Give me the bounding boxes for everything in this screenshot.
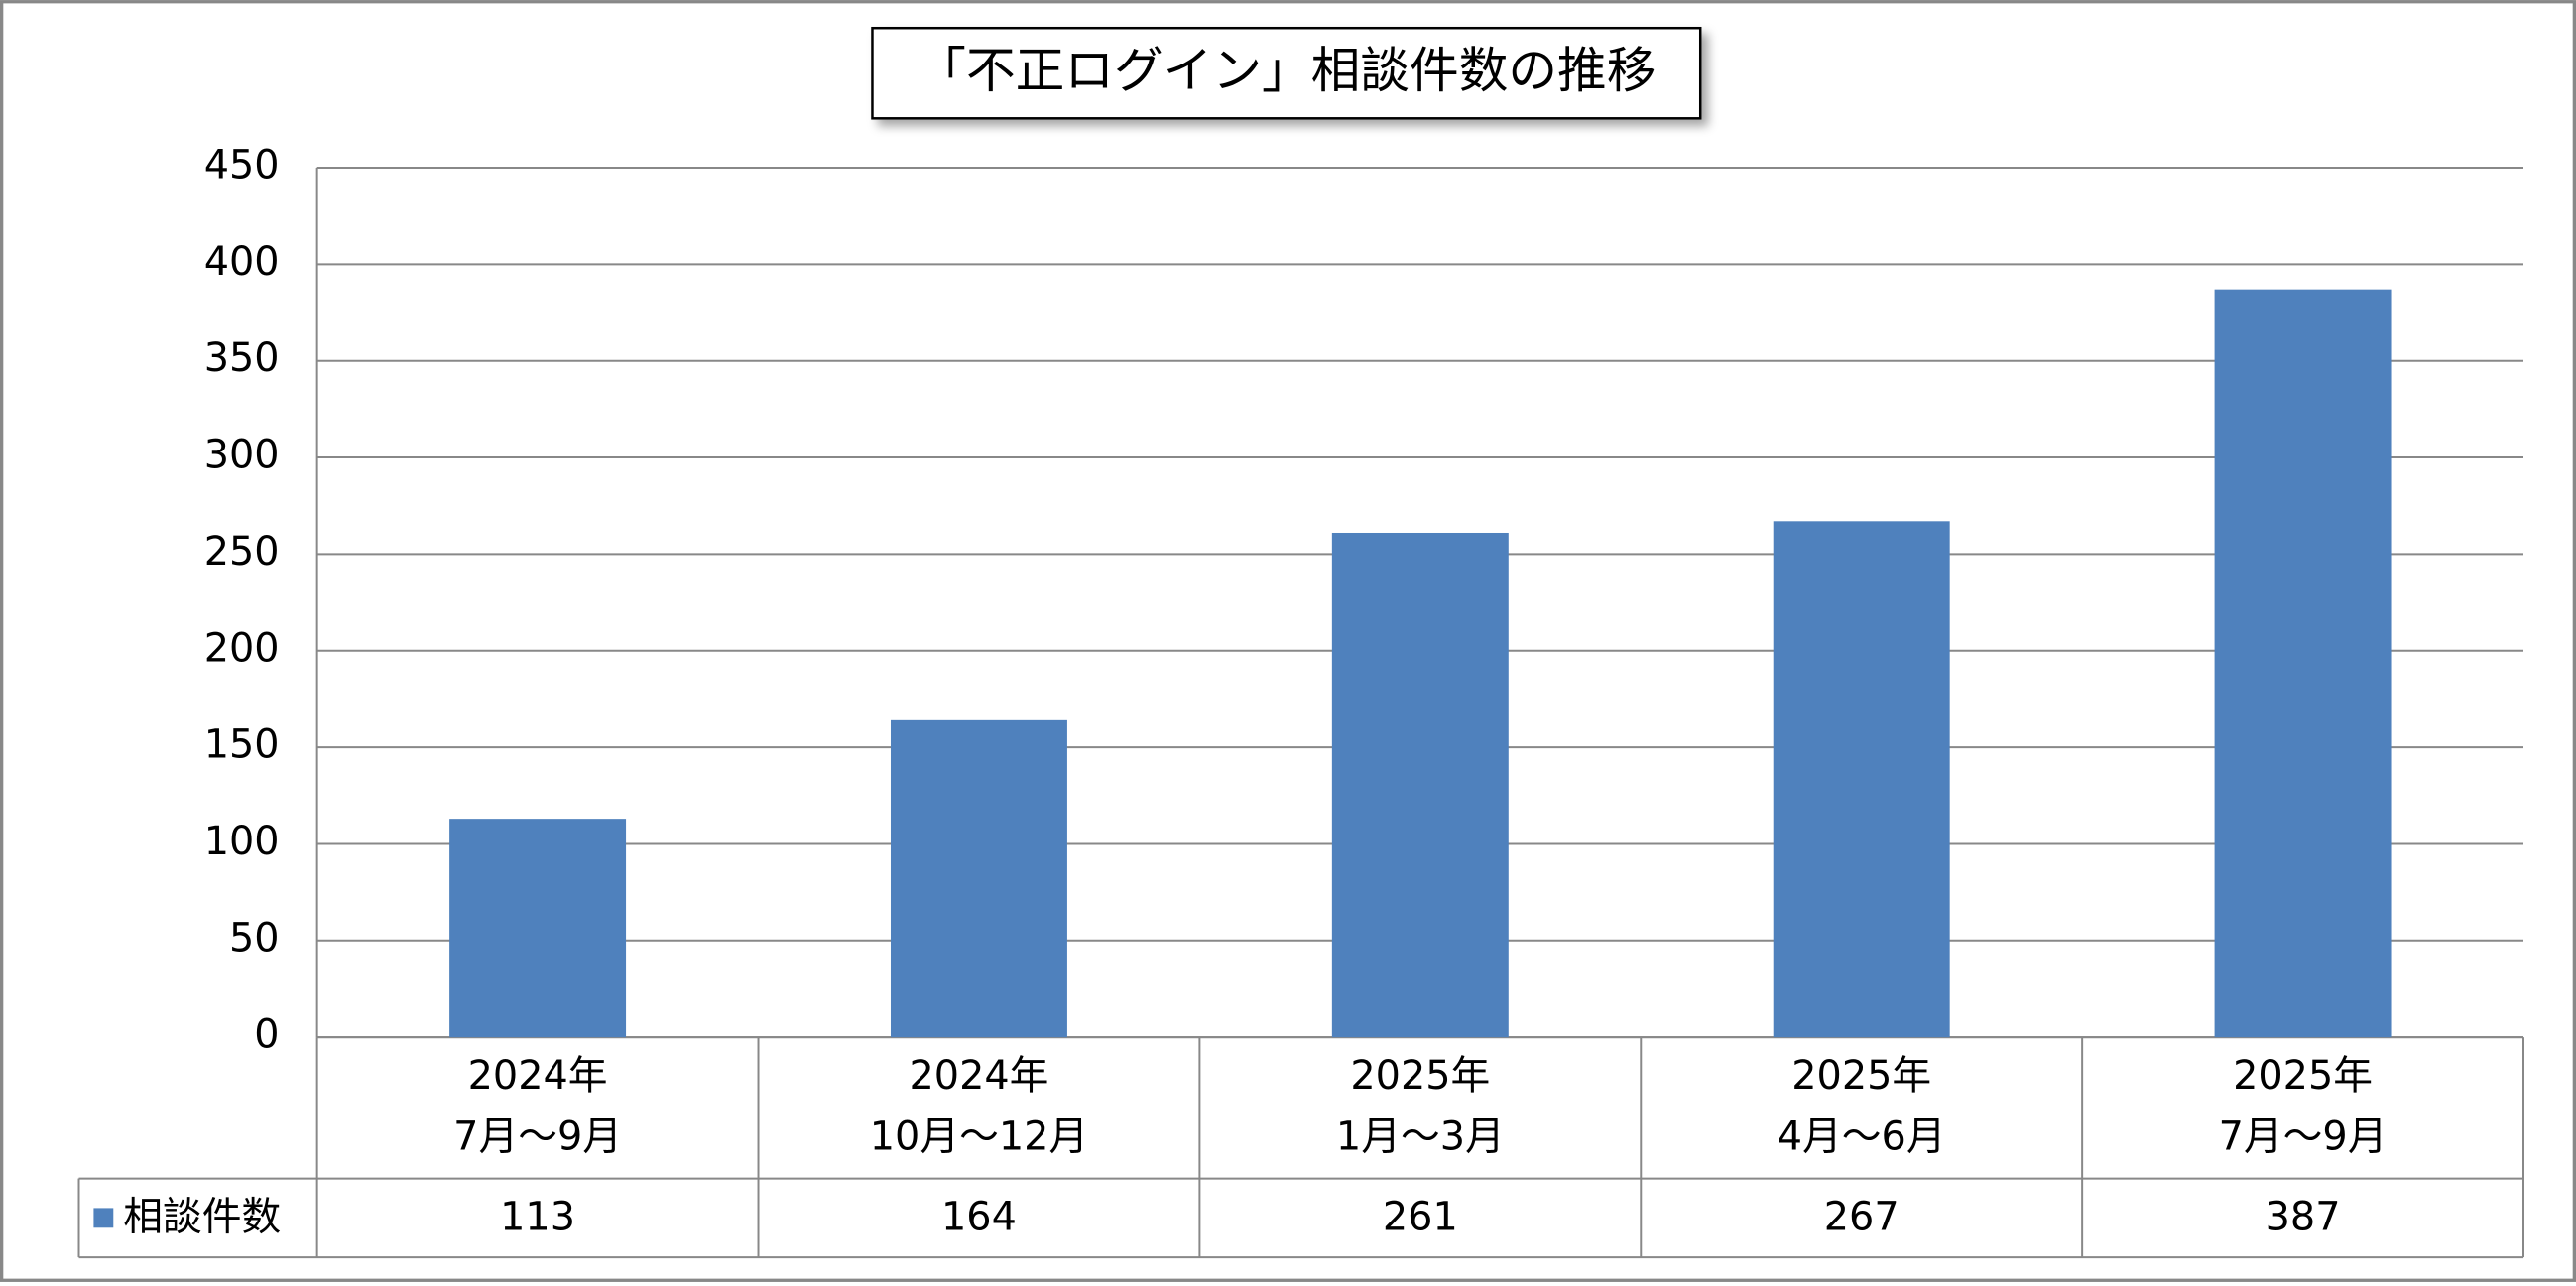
bar [1331,532,1509,1038]
bar [890,719,1067,1038]
y-tick-label: 150 [204,722,280,768]
x-tick-label: 2025年 [1350,1053,1490,1098]
x-tick-label: 1月～3月 [1336,1113,1505,1159]
table-value: 164 [941,1195,1017,1240]
y-tick-label: 450 [204,143,280,189]
table-value: 267 [1824,1195,1900,1240]
y-tick-label: 300 [204,433,280,478]
title-box [871,26,1702,120]
bar [2214,289,2392,1038]
legend-swatch [93,1208,114,1228]
legend-label: 相談件数 [123,1195,281,1240]
y-tick-label: 100 [204,819,280,864]
bar [1773,521,1950,1038]
chart-title: 「不正ログイン」相談件数の推移 [917,42,1656,99]
y-tick-label: 250 [204,529,280,575]
x-tick-label: 2025年 [2233,1053,2373,1098]
x-tick-label: 7月～9月 [453,1113,622,1159]
y-tick-label: 400 [204,239,280,285]
table-value: 261 [1383,1195,1458,1240]
x-tick-label: 2024年 [909,1053,1048,1098]
bar [449,819,627,1038]
x-tick-label: 4月～6月 [1778,1113,1946,1159]
table-value: 387 [2266,1195,2341,1240]
x-tick-label: 10月～12月 [870,1113,1088,1159]
y-tick-label: 50 [229,915,280,961]
y-tick-label: 0 [254,1012,279,1058]
table-value: 113 [500,1195,575,1240]
x-tick-label: 2025年 [1791,1053,1931,1098]
y-tick-label: 350 [204,335,280,381]
x-tick-label: 2024年 [468,1053,608,1098]
x-tick-label: 7月～9月 [2219,1113,2388,1159]
y-tick-label: 200 [204,625,280,671]
